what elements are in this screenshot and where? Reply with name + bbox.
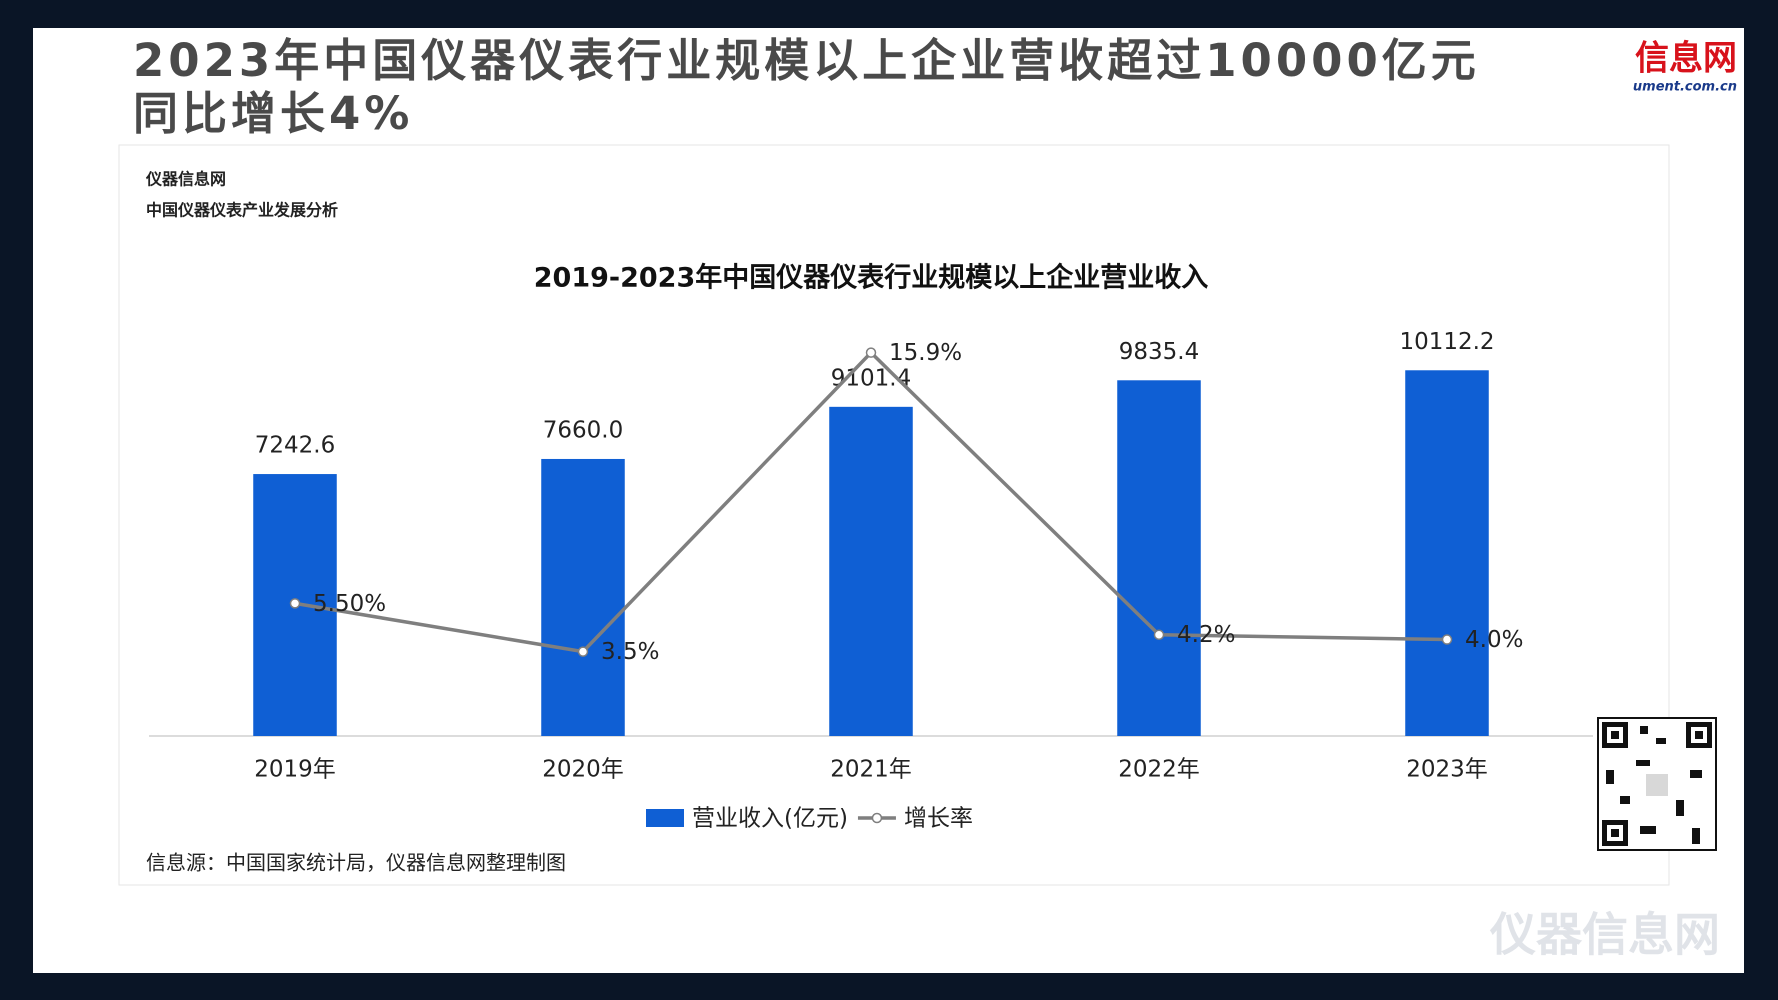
logo: 信息网	[1635, 39, 1737, 79]
logo-url: ument.com.cn	[1633, 80, 1737, 95]
bar	[1405, 370, 1489, 736]
bar	[829, 406, 913, 736]
x-tick-label: 2019年	[254, 757, 336, 783]
watermark: 仪器信息网	[1489, 908, 1720, 962]
bar-value-label: 10112.2	[1399, 329, 1494, 355]
legend-swatch	[646, 809, 684, 827]
legend-label: 营业收入(亿元)	[692, 806, 848, 832]
plot: 2019年 2020年 2021年 2022年 2023年7242.67660.0910…	[149, 329, 1593, 832]
line-value-label: 3.5%	[601, 639, 659, 665]
bar	[541, 458, 625, 736]
slide-title: 同比增长4%	[133, 87, 413, 140]
legend-swatch	[871, 812, 883, 824]
line-marker	[1153, 629, 1165, 640]
line-value-label: 4.2%	[1177, 622, 1235, 648]
line-value-label: 4.0%	[1465, 627, 1523, 653]
slide-title: 2023年中国仪器仪表行业规模以上企业营收超过10000亿元	[133, 34, 1480, 87]
x-tick-label: 2022年	[1118, 757, 1200, 783]
bar-value-label: 7242.6	[255, 433, 335, 459]
line-value-label: 5.50%	[313, 591, 386, 617]
line-marker	[1441, 634, 1453, 645]
legend-label: 增长率	[904, 806, 973, 832]
chart-title: 2019-2023年中国仪器仪表行业规模以上企业营业收入	[534, 262, 1209, 294]
bar-value-label: 7660.0	[543, 417, 623, 443]
x-tick-label: 2021年	[830, 757, 912, 783]
line-marker	[289, 598, 301, 609]
line-marker	[577, 646, 589, 657]
bar	[1117, 380, 1201, 736]
qr-code	[1597, 717, 1717, 851]
x-tick-label: 2023年	[1406, 757, 1488, 783]
line-marker	[865, 347, 877, 358]
source-note: 信息源：中国国家统计局，仪器信息网整理制图	[146, 851, 566, 875]
source-name: 仪器信息网	[145, 170, 226, 189]
line-value-label: 15.9%	[889, 340, 962, 366]
subtitle: 中国仪器仪表产业发展分析	[146, 201, 338, 220]
x-tick-label: 2020年	[542, 757, 624, 783]
bar-value-label: 9835.4	[1119, 339, 1199, 365]
